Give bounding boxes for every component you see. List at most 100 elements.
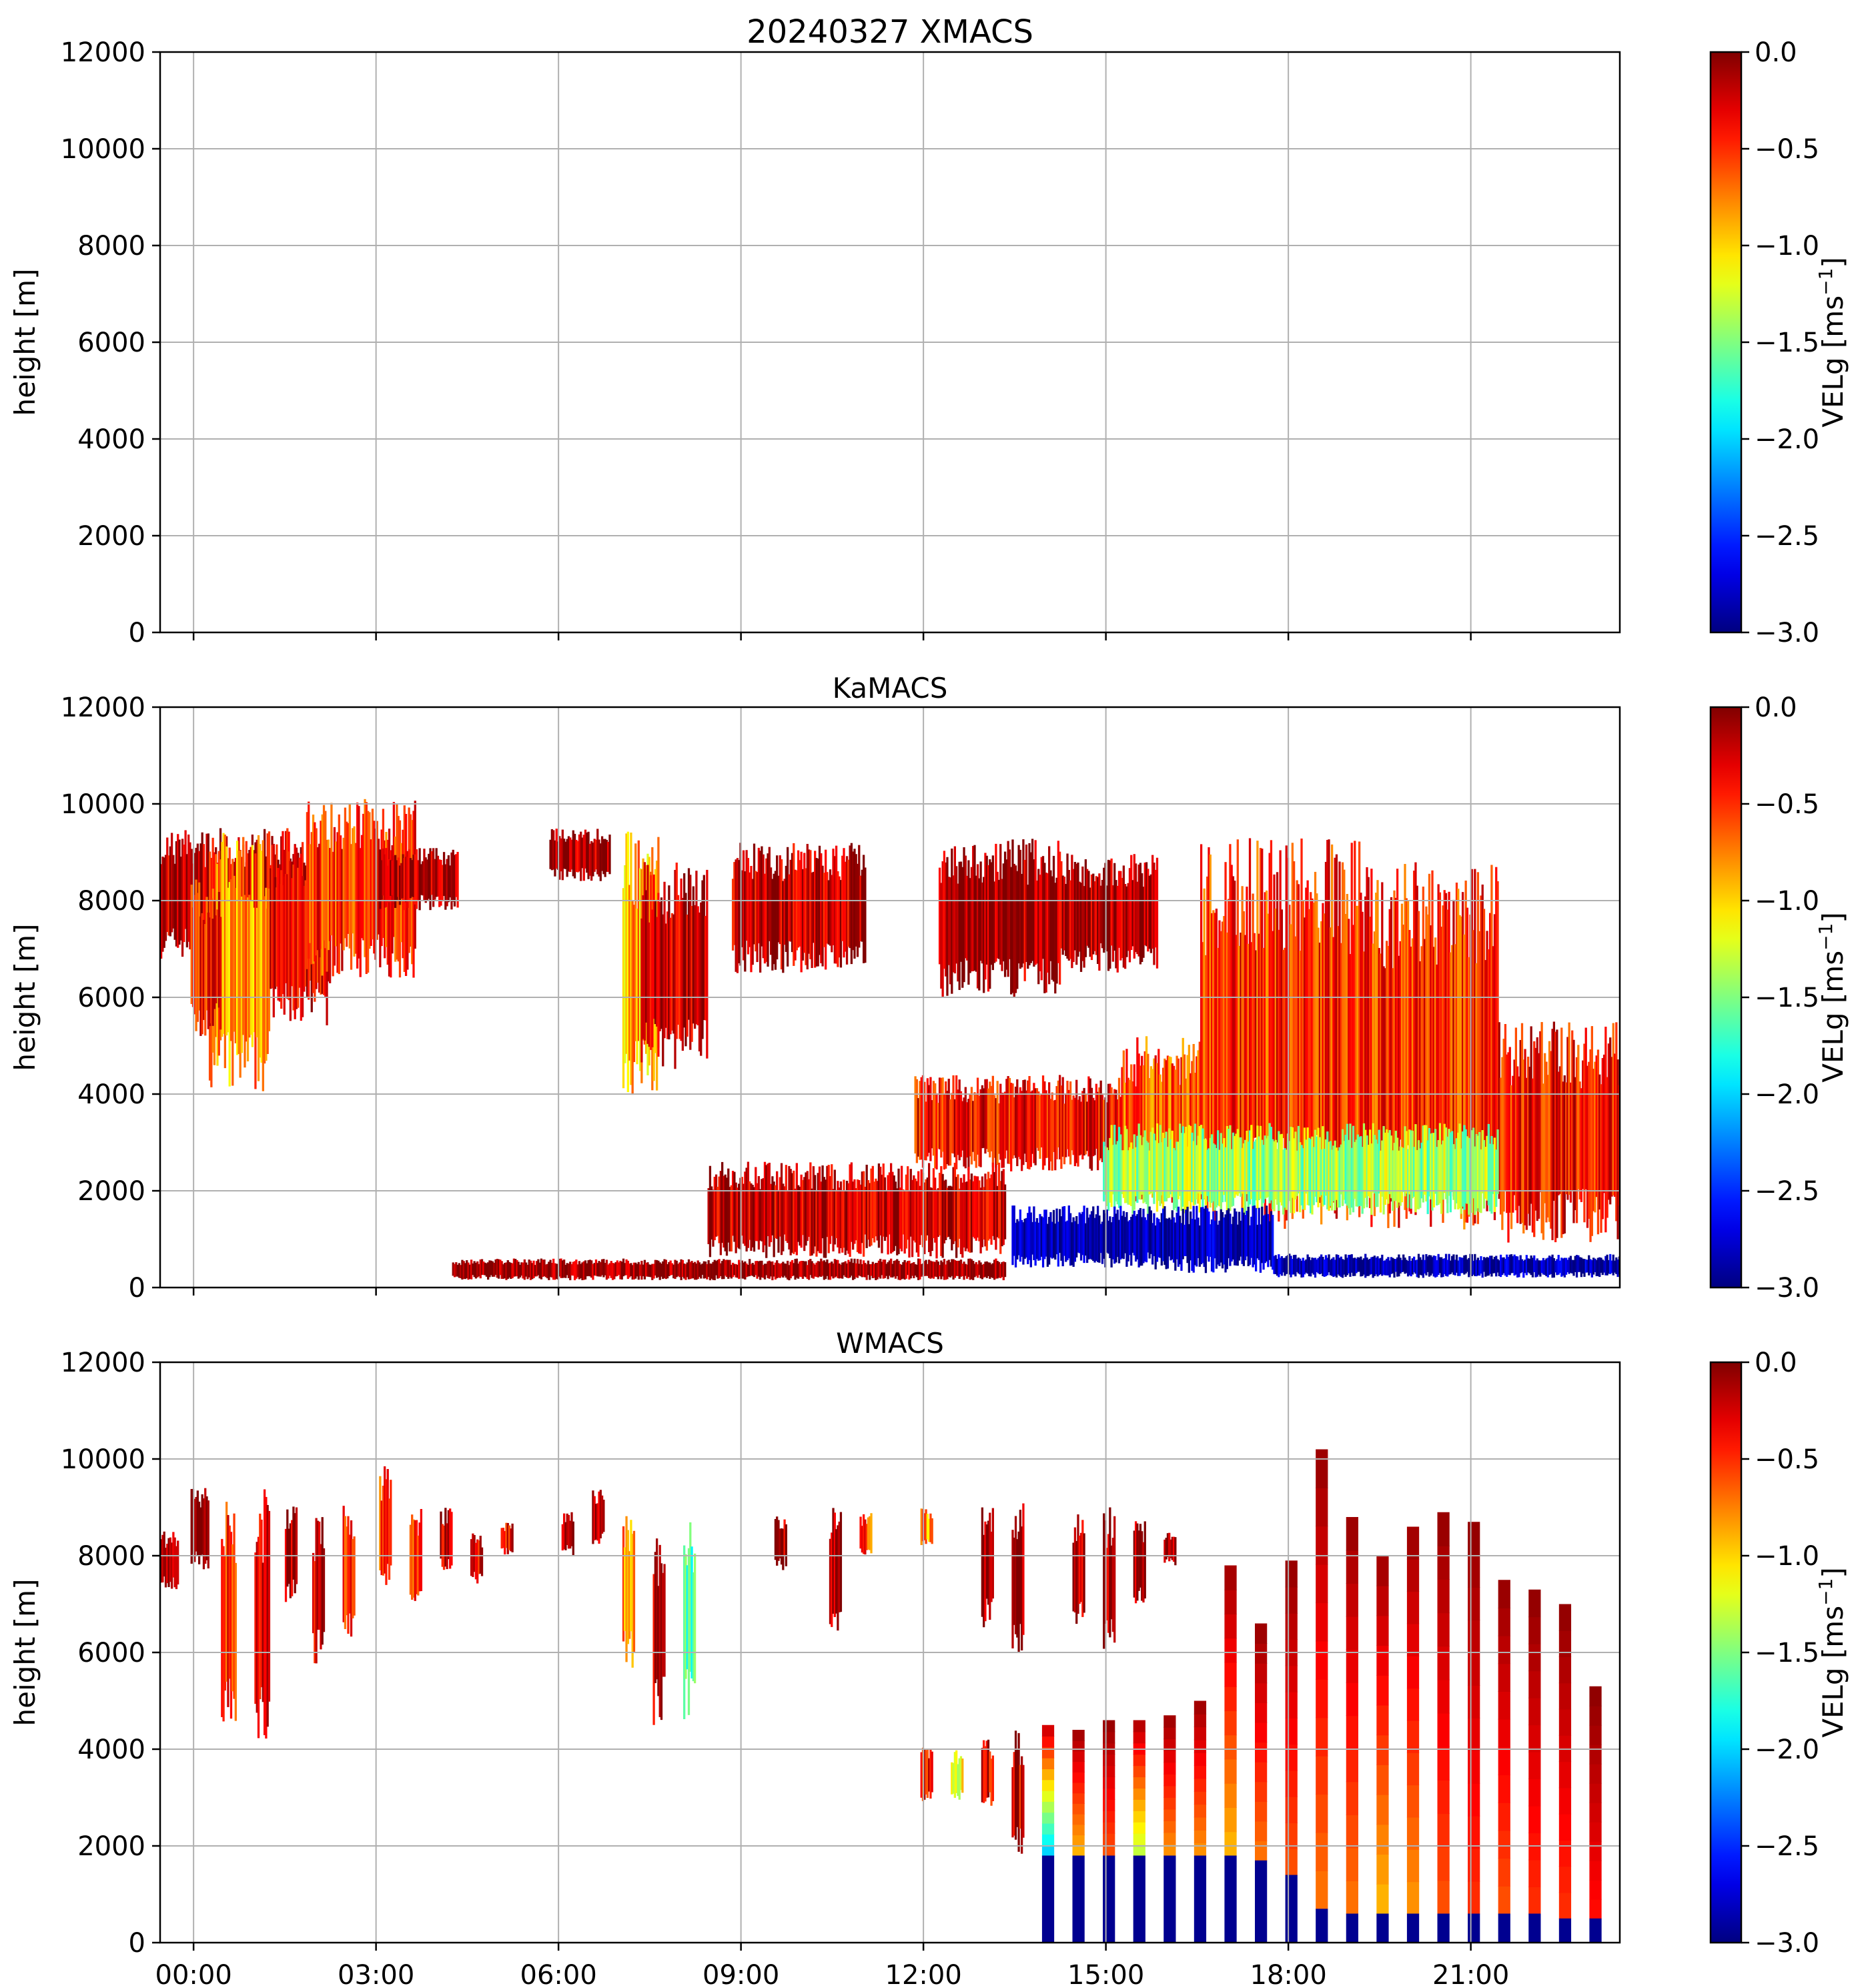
- echo-streak: [540, 1258, 543, 1280]
- echo-streak: [873, 1264, 876, 1278]
- echo-streak: [1548, 1041, 1551, 1222]
- echo-streak: [1122, 1150, 1125, 1198]
- echo-streak: [1103, 1513, 1105, 1649]
- scan-segment: [1041, 1823, 1055, 1835]
- echo-streak: [817, 1173, 819, 1252]
- echo-streak: [1095, 1083, 1097, 1149]
- echo-streak: [672, 914, 675, 1034]
- echo-streak: [204, 1488, 207, 1564]
- echo-streak: [1220, 1133, 1222, 1214]
- echo-streak: [1426, 1256, 1429, 1272]
- echo-streak: [1343, 1141, 1346, 1200]
- echo-streak: [1537, 1053, 1540, 1219]
- echo-streak: [1134, 1147, 1137, 1197]
- echo-streak: [1337, 1150, 1340, 1208]
- echo-streak: [1121, 877, 1123, 959]
- echo-streak: [1019, 1510, 1022, 1624]
- echo-streak: [1557, 1255, 1560, 1275]
- echo-streak: [1481, 1130, 1484, 1193]
- echo-streak: [1145, 1036, 1148, 1166]
- echo-streak: [1019, 1209, 1022, 1262]
- echo-streak: [1414, 1260, 1417, 1274]
- echo-streak: [1264, 892, 1266, 1220]
- echo-streak: [1168, 1128, 1171, 1198]
- echo-streak: [1378, 1258, 1380, 1276]
- echo-streak: [1206, 1149, 1209, 1196]
- echo-streak: [1117, 1219, 1121, 1264]
- scan-segment: [1103, 1777, 1115, 1789]
- echo-streak: [1253, 933, 1256, 1138]
- echo-streak: [957, 1764, 959, 1797]
- echo-streak: [1149, 874, 1153, 953]
- echo-streak: [199, 916, 202, 1036]
- echo-streak: [1016, 1539, 1019, 1638]
- echo-streak: [1311, 1136, 1314, 1215]
- echo-streak: [849, 1164, 851, 1258]
- echo-streak: [308, 801, 310, 959]
- echo-streak: [762, 1178, 765, 1253]
- echo-streak: [1001, 1262, 1003, 1278]
- echo-streak: [976, 1077, 979, 1155]
- echo-streak: [259, 1513, 262, 1700]
- echo-streak: [795, 1258, 798, 1278]
- scan-segment: [1528, 1887, 1541, 1915]
- echo-streak: [1234, 1135, 1236, 1198]
- echo-streak: [490, 1260, 492, 1276]
- echo-streak: [1116, 1141, 1119, 1205]
- echo-streak: [415, 849, 418, 909]
- scan-fall-segment: [1133, 1855, 1145, 1943]
- echo-streak: [1272, 931, 1274, 1195]
- echo-streak: [957, 1089, 959, 1155]
- echo-streak: [741, 1177, 743, 1236]
- echo-streak: [534, 1265, 536, 1277]
- echo-streak: [967, 860, 970, 985]
- echo-streak: [555, 829, 558, 869]
- echo-streak: [984, 1173, 987, 1247]
- echo-streak: [951, 1093, 953, 1153]
- echo-streak: [1280, 1133, 1284, 1206]
- echo-streak: [963, 1097, 965, 1167]
- echo-streak: [274, 877, 277, 989]
- echo-streak: [1324, 1139, 1328, 1196]
- echo-streak: [1232, 1216, 1235, 1260]
- echo-streak: [1330, 1149, 1334, 1211]
- echo-streak: [785, 1264, 788, 1278]
- scan-segment: [1133, 1777, 1145, 1789]
- echo-streak: [1375, 1139, 1378, 1207]
- scan-segment: [1468, 1522, 1480, 1556]
- echo-streak: [350, 1520, 353, 1637]
- echo-streak: [1071, 855, 1073, 969]
- echo-streak: [731, 1171, 735, 1236]
- echo-streak: [1143, 863, 1146, 945]
- echo-streak: [955, 1750, 958, 1793]
- echo-streak: [755, 1167, 757, 1241]
- echo-streak: [1055, 877, 1058, 984]
- echo-streak: [472, 1263, 474, 1276]
- echo-streak: [1596, 1049, 1600, 1235]
- echo-streak: [774, 1185, 777, 1238]
- echo-streak: [453, 855, 456, 907]
- echo-streak: [1420, 1260, 1423, 1276]
- echo-streak: [837, 871, 839, 967]
- echo-streak: [1482, 909, 1486, 1170]
- echo-streak: [576, 841, 579, 873]
- echo-streak: [979, 1262, 982, 1279]
- echo-streak: [199, 1507, 202, 1556]
- echo-streak: [1248, 838, 1252, 1163]
- echo-streak: [215, 915, 217, 1003]
- echo-streak: [607, 1264, 610, 1279]
- echo-streak: [1081, 1211, 1084, 1256]
- echo-streak: [1180, 1223, 1183, 1271]
- echo-streak: [1513, 1059, 1516, 1195]
- echo-streak: [841, 1262, 844, 1279]
- scan-segment: [1316, 1678, 1328, 1718]
- echo-streak: [494, 1259, 497, 1276]
- echo-streak: [1316, 893, 1318, 1135]
- echo-streak: [742, 850, 745, 961]
- echo-streak: [989, 859, 991, 989]
- echo-streak: [1452, 899, 1455, 1197]
- echo-streak: [1171, 1130, 1174, 1197]
- echo-streak: [1014, 865, 1017, 993]
- echo-streak: [757, 847, 760, 944]
- scan-segment: [1133, 1731, 1145, 1744]
